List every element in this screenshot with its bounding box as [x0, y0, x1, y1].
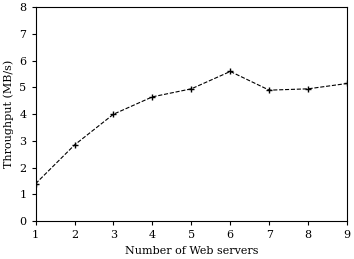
X-axis label: Number of Web servers: Number of Web servers — [125, 246, 258, 256]
Y-axis label: Throughput (MB/s): Throughput (MB/s) — [3, 60, 14, 168]
